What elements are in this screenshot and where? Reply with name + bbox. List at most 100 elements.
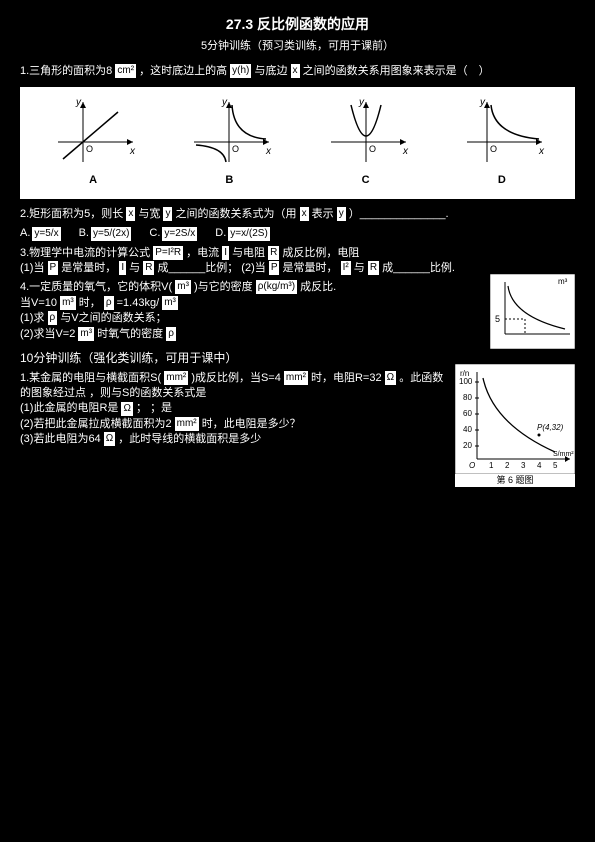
unit-box: Ω xyxy=(121,402,132,416)
q5-sub2-a: (2)求当V=2 xyxy=(20,328,75,340)
svg-text:O: O xyxy=(232,144,239,154)
var-box: I² xyxy=(341,261,351,275)
var-box: ρ xyxy=(48,311,58,325)
svg-text:2: 2 xyxy=(505,461,510,470)
q6-text-a: 1.某金属的电阻与横截面积S( xyxy=(20,372,161,384)
option-a: y=5/x xyxy=(32,227,60,241)
var-box: x xyxy=(291,64,300,78)
q5-text-a: 4.一定质量的氧气，它的体积V( xyxy=(20,281,172,293)
svg-text:O: O xyxy=(369,144,376,154)
q6-sub2-b: 时，此电阻是多少？ xyxy=(202,418,301,430)
var-box: x xyxy=(300,207,309,221)
svg-text:5: 5 xyxy=(553,461,558,470)
q4-sub1-d: 成______比例； xyxy=(158,262,239,274)
var-box: P xyxy=(48,261,59,275)
q6-text-e: ，则与S的函数关系式是 xyxy=(89,387,206,399)
option-b: y=5/(2x) xyxy=(91,227,131,241)
graph-options-panel: y x O A y x O B xyxy=(20,87,575,198)
var-box: I xyxy=(119,261,126,275)
svg-text:y: y xyxy=(221,97,228,108)
q2-text-c: 之间的函数关系式为（用 xyxy=(176,208,297,220)
var-box: y(h) xyxy=(230,64,251,78)
q1-text-c: 与底边 xyxy=(254,65,287,77)
q5-text-e: 时， xyxy=(79,297,101,309)
q6-sub1-a: (1)此金属的电阻R是 xyxy=(20,402,118,414)
unit-box: mm² xyxy=(164,371,188,385)
var-box: ρ xyxy=(104,296,114,310)
question-6: 1.某金属的电阻与横截面积S( mm² )成反比例，当S=4 mm² 时，电阻R… xyxy=(20,371,575,448)
svg-text:x: x xyxy=(265,146,272,157)
q2-text-e: ）______________. xyxy=(349,208,449,220)
q6-sub1-b: ； xyxy=(136,402,147,414)
q2-text-b: 与宽 xyxy=(138,208,160,220)
q5-sub1-b: 与V之间的函数关系； xyxy=(60,312,166,324)
page-title: 27.3 反比例函数的应用 xyxy=(20,15,575,35)
graph-option-a: y x O A xyxy=(25,97,161,188)
q6-sub3-b: ，此时导线的横截面积是多少 xyxy=(118,433,261,445)
option-label-a: A xyxy=(25,173,161,188)
unit-box: mm² xyxy=(175,417,199,431)
question-1: 1.三角形的面积为8 cm² ，这时底边上的高 y(h) 与底边 x 之间的函数… xyxy=(20,64,575,79)
q5-sub2-b: 时氧气的密度 xyxy=(97,328,163,340)
q2-text-d: 表示 xyxy=(312,208,334,220)
graph-option-c: y x O C xyxy=(298,97,434,188)
q6-sub3-a: (3)若此电阻为64 xyxy=(20,433,101,445)
unit-box: Ω xyxy=(104,432,115,446)
q4-sub2-a: (2)当 xyxy=(241,262,265,274)
option-c: y=2S/x xyxy=(162,227,197,241)
page-subtitle: 5分钟训练（预习类训练，可用于课前） xyxy=(20,39,575,54)
q4-text-a: 3.物理学中电流的计算公式 xyxy=(20,247,150,259)
svg-text:x: x xyxy=(402,146,409,157)
figure-6-caption: 第 6 题图 xyxy=(455,474,575,487)
origin-label: O xyxy=(86,144,93,154)
q4-text-b: ，电流 xyxy=(186,247,219,259)
option-label-c: C xyxy=(298,173,434,188)
q4-sub1-b: 是常量时， xyxy=(61,262,116,274)
var-box: y xyxy=(337,207,346,221)
var-box: ρ xyxy=(166,327,176,341)
question-3: 3.物理学中电流的计算公式 P=I²R ，电流 I 与电阻 R 成反比例，电阻 … xyxy=(20,246,575,277)
unit-box: m³ xyxy=(162,296,178,310)
q1-text-a: 1.三角形的面积为8 xyxy=(20,65,112,77)
q5-sub1-a: (1)求 xyxy=(20,312,44,324)
question-4: 4.一定质量的氧气，它的体积V( m³ )与它的密度 ρ(kg/m³) 成反比.… xyxy=(20,280,575,342)
var-box: I xyxy=(222,246,229,260)
q5-text-b: )与它的密度 xyxy=(194,281,253,293)
svg-text:4: 4 xyxy=(537,461,542,470)
q6-sub1-c: ；是 xyxy=(150,402,172,414)
var-box: ρ(kg/m³) xyxy=(256,280,297,294)
option-label-d: D xyxy=(434,173,570,188)
q6-text-c: 时，电阻R=32 xyxy=(311,372,382,384)
var-box: R xyxy=(268,246,279,260)
unit-box: m³ xyxy=(175,280,191,294)
q4-text-c: 与电阻 xyxy=(232,247,265,259)
q5-text-d: 当V=10 xyxy=(20,297,57,309)
var-box: y xyxy=(163,207,172,221)
q4-text-d: 成反比例，电阻 xyxy=(282,247,359,259)
svg-text:S/mm²: S/mm² xyxy=(553,451,574,458)
var-box: P xyxy=(269,261,280,275)
svg-text:1: 1 xyxy=(489,461,494,470)
unit-box: m³ xyxy=(60,296,76,310)
svg-text:O: O xyxy=(490,144,497,154)
option-label-b: B xyxy=(161,173,297,188)
graph-option-b: y x O B xyxy=(161,97,297,188)
var-box: x xyxy=(126,207,135,221)
svg-text:x: x xyxy=(538,146,545,157)
svg-text:O: O xyxy=(469,461,475,470)
unit-box: cm² xyxy=(115,64,136,78)
q6-text-b: )成反比例，当S=4 xyxy=(191,372,281,384)
formula-box: P=I²R xyxy=(153,246,183,260)
svg-text:y: y xyxy=(479,97,486,108)
q4-sub2-d: 成______比例. xyxy=(382,262,455,274)
q4-sub2-c: 与 xyxy=(354,262,365,274)
svg-text:y: y xyxy=(358,97,365,108)
q6-sub2-a: (2)若把此金属拉成横截面积为2 xyxy=(20,418,172,430)
q5-text-f: =1.43kg/ xyxy=(117,297,160,309)
q2-text-a: 2.矩形面积为5，则长 xyxy=(20,208,123,220)
formula-options: A.y=5/x B.y=5/(2x) C.y=2S/x D.y=x/(2S) xyxy=(20,226,575,241)
question-2: 2.矩形面积为5，则长 x 与宽 y 之间的函数关系式为（用 x 表示 y ）_… xyxy=(20,207,575,222)
x-axis-label: x xyxy=(129,146,136,157)
q4-sub1-a: (1)当 xyxy=(20,262,44,274)
option-d: y=x/(2S) xyxy=(228,227,270,241)
